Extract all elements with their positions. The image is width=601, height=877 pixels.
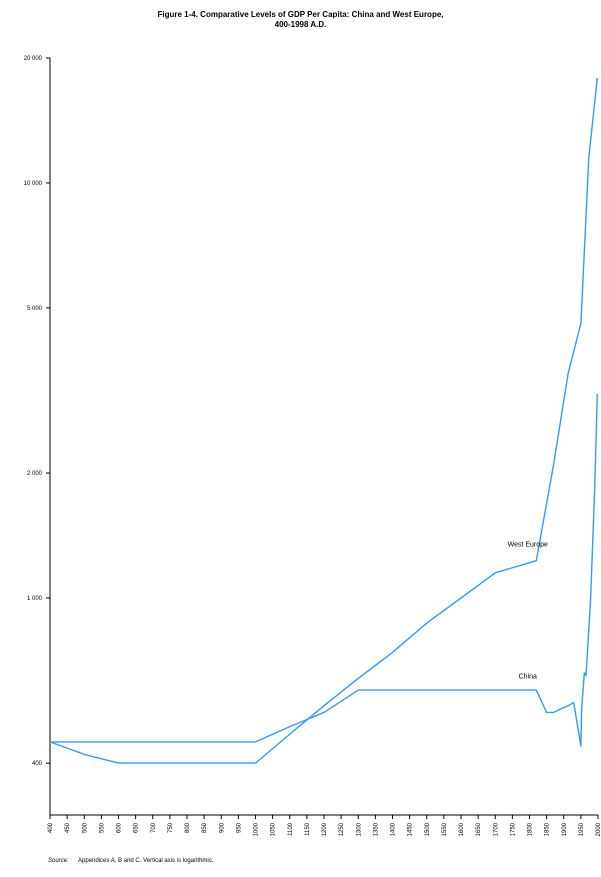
x-tick-label: 1150 — [305, 822, 311, 836]
chart-title: Figure 1-4. Comparative Levels of GDP Pe… — [0, 10, 601, 30]
x-tick-label: 500 — [82, 822, 88, 833]
x-tick-label: 1100 — [288, 822, 294, 836]
x-tick-label: 800 — [185, 822, 191, 833]
x-tick-label: 1700 — [493, 822, 499, 836]
x-tick-label: 550 — [99, 822, 105, 833]
x-tick-label: 900 — [219, 822, 225, 833]
y-tick-label: 400 — [32, 761, 43, 767]
source-label: Source: — [48, 858, 69, 864]
x-tick-label: 600 — [117, 822, 123, 833]
series-label: China — [519, 673, 537, 680]
y-tick-label: 1 000 — [27, 596, 43, 602]
series-line-china — [50, 393, 598, 747]
source-note: Source: Appendices A, B and C. Vertical … — [48, 858, 213, 864]
x-tick-label: 1250 — [339, 822, 345, 836]
x-tick-label: 1750 — [510, 822, 516, 836]
x-tick-label: 450 — [65, 822, 71, 833]
x-tick-label: 1300 — [356, 822, 362, 836]
x-tick-label: 1850 — [545, 822, 551, 836]
y-tick-label: 5 000 — [27, 306, 43, 312]
y-tick-label: 20 000 — [24, 56, 43, 62]
x-tick-label: 1900 — [562, 822, 568, 836]
chart-title-line2: 400-1998 A.D. — [274, 20, 327, 29]
x-tick-label: 950 — [236, 822, 242, 833]
x-tick-label: 1350 — [373, 822, 379, 836]
x-tick-label: 1800 — [528, 822, 534, 836]
x-tick-label: 1400 — [391, 822, 397, 836]
x-tick-label: 400 — [48, 822, 54, 833]
x-tick-label: 750 — [168, 822, 174, 833]
x-tick-label: 1050 — [271, 822, 277, 836]
x-tick-label: 1950 — [579, 822, 585, 836]
x-tick-label: 700 — [151, 822, 157, 833]
source-text: Appendices A, B and C. Vertical axis is … — [78, 858, 214, 864]
x-tick-label: 1600 — [459, 822, 465, 836]
chart-title-line1: Figure 1-4. Comparative Levels of GDP Pe… — [157, 10, 444, 19]
y-tick-label: 10 000 — [24, 181, 43, 187]
x-tick-label: 2000 — [596, 822, 601, 836]
x-tick-label: 1650 — [476, 822, 482, 836]
x-tick-label: 850 — [202, 822, 208, 833]
series-label: West Europe — [508, 542, 548, 549]
y-tick-label: 2 000 — [27, 471, 43, 477]
series-line-west-europe — [49, 77, 598, 764]
x-tick-label: 1200 — [322, 822, 328, 836]
x-tick-label: 1450 — [408, 822, 414, 836]
x-tick-label: 1000 — [254, 822, 260, 836]
x-tick-label: 1500 — [425, 822, 431, 836]
x-tick-label: 650 — [134, 822, 140, 833]
x-tick-label: 1550 — [442, 822, 448, 836]
